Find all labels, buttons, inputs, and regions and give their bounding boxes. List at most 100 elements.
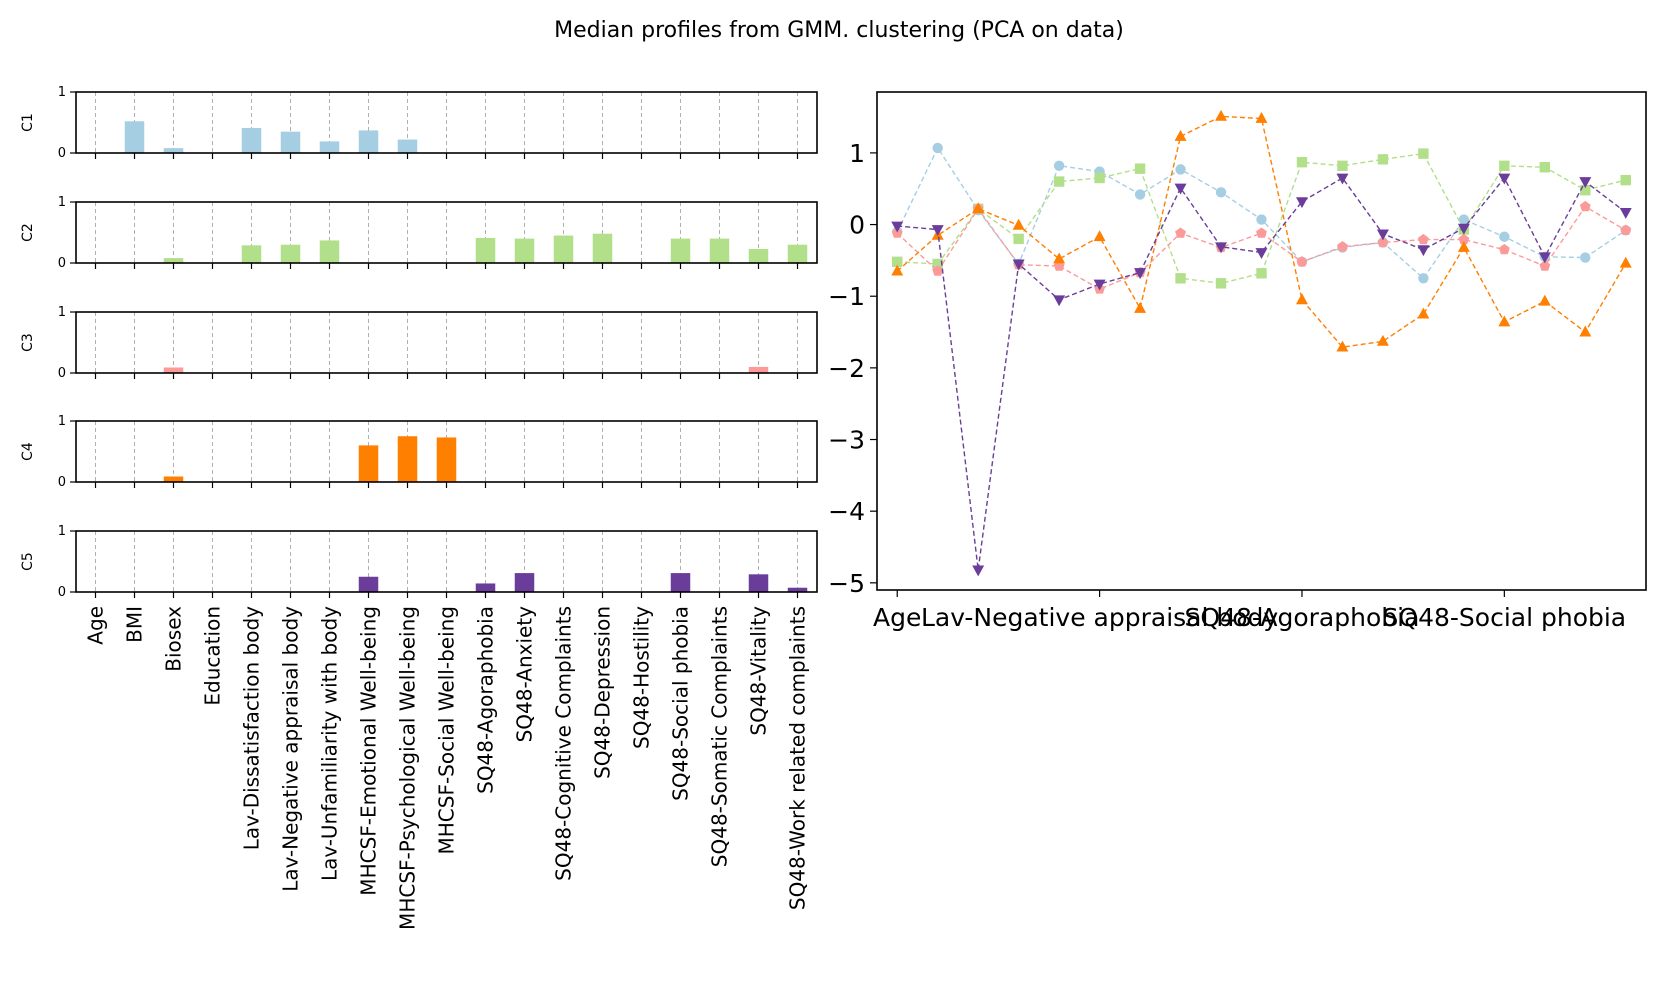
data-point [1094, 172, 1105, 184]
category-label-sq48-depression: SQ48-Depression [591, 606, 615, 779]
bar-c2-sq48-depression [592, 233, 613, 263]
y-tick-label: 0 [58, 475, 66, 490]
y-tick-label: 1 [58, 524, 66, 539]
data-point [1498, 315, 1511, 327]
category-label-sq48-social-phobia: SQ48-Social phobia [669, 606, 693, 801]
bar-c2-sq48-somatic-complaints [709, 238, 730, 263]
category-label-lav-unfamiliarity-with-body: Lav-Unfamiliarity with body [318, 606, 342, 881]
data-point [1337, 241, 1348, 252]
line-series-5 [891, 173, 1632, 577]
data-point [1498, 243, 1510, 255]
data-point [1134, 163, 1146, 174]
x-axis-category-labels: Age BMI Biosex Education Lav-Dissatisfaction… [84, 606, 810, 930]
data-point [1053, 176, 1065, 187]
bar-c2-lav-unfamiliarity-with-body [319, 240, 340, 263]
y-tick-label: 0 [58, 366, 66, 381]
bar-c3-sq48-vitality [748, 366, 769, 373]
y-tick-label: 0 [58, 146, 66, 161]
data-point [1175, 227, 1186, 238]
data-point [891, 227, 903, 238]
category-label-bmi: BMI [123, 606, 147, 643]
data-point [1134, 189, 1146, 200]
bar-c2-sq48-social-phobia [670, 238, 691, 263]
y-tick-label: 1 [58, 414, 66, 429]
data-point [1093, 279, 1106, 291]
subplot-label: C4 [20, 442, 36, 461]
category-label-age: Age [84, 606, 108, 645]
category-label-lav-dissatisfaction-body: Lav-Dissatisfaction body [240, 606, 264, 850]
data-point [972, 565, 985, 577]
data-point [972, 202, 985, 214]
data-point [1255, 248, 1268, 260]
data-point [1417, 233, 1429, 245]
data-point [1053, 160, 1065, 172]
bar-c4-biosex [163, 476, 184, 482]
category-label-sq48-anxiety: SQ48-Anxiety [513, 606, 537, 743]
data-point [1418, 148, 1429, 159]
x-tick-label: Lav-Negative appraisal body [921, 603, 1278, 632]
data-point [1376, 229, 1389, 241]
data-point [1012, 218, 1025, 230]
figure-title: Median profiles from GMM. clustering (PC… [554, 18, 1124, 43]
data-point [1377, 236, 1389, 248]
data-point [892, 256, 903, 268]
data-point [1296, 157, 1308, 168]
data-point [1336, 340, 1349, 352]
data-point [1579, 177, 1592, 189]
y-tick-label: 0 [58, 256, 66, 271]
bar-c2-sq48-cognitive-complaints [553, 235, 574, 263]
data-point [1580, 184, 1591, 196]
y-tick-label: −2 [828, 354, 865, 383]
data-point [1499, 160, 1510, 172]
category-label-mhcsf-emotional-well-being: MHCSF-Emotional Well-being [357, 606, 381, 896]
data-point [1538, 252, 1551, 264]
left-bar-panels: 1 0 C1 1 0 C2 1 0 C3 1 0 C4 1 0 C5 Age BMI Biosex Educatio… [20, 85, 818, 930]
y-tick-label: −3 [828, 426, 865, 455]
y-tick-label: −1 [828, 282, 865, 311]
data-point [1175, 164, 1186, 175]
data-point [1580, 252, 1591, 263]
bar-c2-biosex [163, 258, 184, 263]
subplot-label: C5 [20, 552, 36, 571]
category-label-education: Education [201, 606, 225, 706]
bar-c5-sq48-social-phobia [670, 573, 691, 592]
bar-c5-sq48-agoraphobia [475, 583, 496, 592]
bar-c5-sq48-anxiety [514, 573, 535, 592]
data-point [1175, 273, 1186, 284]
data-point [1134, 268, 1147, 280]
bar-c3-biosex [163, 367, 184, 373]
data-point [1215, 242, 1228, 254]
category-label-sq48-somatic-complaints: SQ48-Somatic Complaints [708, 606, 732, 867]
data-point [1256, 227, 1267, 238]
data-point [1579, 200, 1591, 212]
data-point [1215, 109, 1228, 121]
data-point [1619, 207, 1632, 219]
line-series-2 [892, 148, 1631, 289]
bar-c2-sq48-work-related-complaints [787, 244, 808, 263]
bar-c2-lav-negative-appraisal-body [280, 244, 301, 263]
subplot-label: C2 [20, 223, 36, 242]
category-label-sq48-vitality: SQ48-Vitality [747, 606, 771, 736]
data-point [1215, 278, 1227, 289]
data-point [1539, 260, 1551, 271]
data-point [1579, 325, 1592, 337]
category-label-sq48-cognitive-complaints: SQ48-Cognitive Complaints [552, 606, 576, 881]
data-point [1458, 214, 1470, 225]
data-point [1134, 301, 1147, 313]
data-point [891, 264, 904, 276]
data-point [1093, 230, 1106, 242]
data-point [891, 221, 904, 233]
bar-c2-sq48-agoraphobia [475, 237, 496, 263]
y-tick-label: 1 [58, 195, 66, 210]
category-label-sq48-hostility: SQ48-Hostility [630, 606, 654, 749]
y-tick-label: 0 [58, 585, 66, 600]
subplot-label: C1 [20, 113, 36, 132]
data-point [932, 265, 944, 276]
data-point [1417, 245, 1430, 257]
bar-c4-mhcsf-emotional-well-being [358, 445, 379, 482]
y-tick-label: −4 [828, 497, 865, 526]
bar-c5-sq48-work-related-complaints [787, 587, 808, 592]
data-point [1620, 224, 1632, 235]
